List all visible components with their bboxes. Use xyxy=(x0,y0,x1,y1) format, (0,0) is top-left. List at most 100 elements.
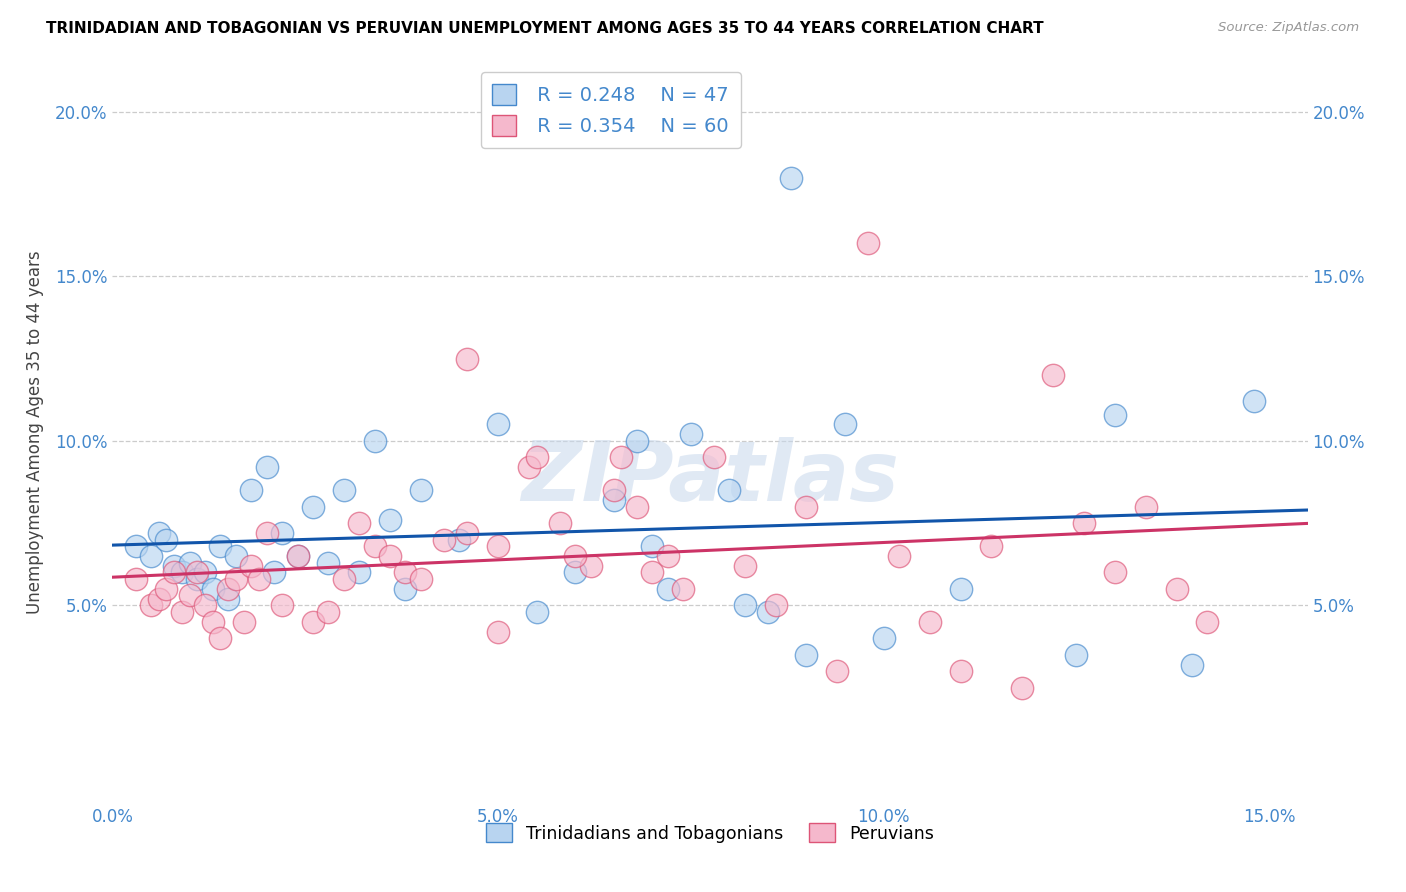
Point xyxy=(247,572,270,586)
Point xyxy=(124,539,146,553)
Point xyxy=(517,460,540,475)
Legend: Trinidadians and Tobagonians, Peruvians: Trinidadians and Tobagonians, Peruvians xyxy=(479,816,941,850)
Point xyxy=(186,566,208,580)
Point xyxy=(163,566,186,580)
Point xyxy=(363,434,385,448)
Point xyxy=(194,599,217,613)
Point xyxy=(139,549,162,563)
Point xyxy=(318,605,340,619)
Point xyxy=(409,483,432,498)
Point xyxy=(201,615,224,629)
Text: Source: ZipAtlas.com: Source: ZipAtlas.com xyxy=(1219,21,1360,34)
Point xyxy=(179,589,201,603)
Point xyxy=(209,632,232,646)
Point xyxy=(433,533,456,547)
Point xyxy=(256,526,278,541)
Point xyxy=(263,566,285,580)
Text: TRINIDADIAN AND TOBAGONIAN VS PERUVIAN UNEMPLOYMENT AMONG AGES 35 TO 44 YEARS CO: TRINIDADIAN AND TOBAGONIAN VS PERUVIAN U… xyxy=(46,21,1045,36)
Point xyxy=(679,427,702,442)
Point xyxy=(170,605,193,619)
Point xyxy=(271,599,294,613)
Point xyxy=(657,582,679,596)
Point xyxy=(409,572,432,586)
Point xyxy=(641,566,664,580)
Point xyxy=(139,599,162,613)
Point xyxy=(378,549,401,563)
Point xyxy=(548,516,571,530)
Point xyxy=(765,599,787,613)
Point xyxy=(486,539,509,553)
Point xyxy=(657,549,679,563)
Point xyxy=(1104,408,1126,422)
Text: ZIPatlas: ZIPatlas xyxy=(522,436,898,517)
Point xyxy=(456,351,478,366)
Point xyxy=(796,500,818,514)
Point xyxy=(1243,394,1265,409)
Point xyxy=(564,566,586,580)
Point xyxy=(271,526,294,541)
Point xyxy=(232,615,254,629)
Point xyxy=(179,556,201,570)
Point xyxy=(302,500,325,514)
Point xyxy=(394,582,416,596)
Point xyxy=(672,582,695,596)
Point xyxy=(796,648,818,662)
Point xyxy=(1104,566,1126,580)
Point xyxy=(225,572,247,586)
Point xyxy=(602,483,624,498)
Point xyxy=(1197,615,1219,629)
Point xyxy=(1073,516,1095,530)
Point xyxy=(579,558,602,573)
Point xyxy=(486,624,509,639)
Point xyxy=(240,483,263,498)
Point xyxy=(1042,368,1064,382)
Point xyxy=(1166,582,1188,596)
Point xyxy=(201,582,224,596)
Point xyxy=(287,549,309,563)
Point xyxy=(155,582,177,596)
Point xyxy=(626,500,648,514)
Point xyxy=(734,558,756,573)
Point xyxy=(1135,500,1157,514)
Point xyxy=(980,539,1002,553)
Point xyxy=(703,450,725,465)
Point xyxy=(526,450,548,465)
Point xyxy=(610,450,633,465)
Point xyxy=(734,599,756,613)
Point xyxy=(834,417,856,432)
Point xyxy=(194,566,217,580)
Point xyxy=(217,591,239,606)
Point xyxy=(949,582,972,596)
Point xyxy=(1064,648,1087,662)
Point xyxy=(378,513,401,527)
Point xyxy=(333,572,356,586)
Point xyxy=(302,615,325,629)
Point xyxy=(856,236,879,251)
Point xyxy=(148,591,170,606)
Point xyxy=(186,572,208,586)
Point xyxy=(780,170,803,185)
Point xyxy=(163,558,186,573)
Point xyxy=(756,605,779,619)
Point xyxy=(641,539,664,553)
Point xyxy=(718,483,741,498)
Point xyxy=(347,566,370,580)
Point xyxy=(949,664,972,678)
Point xyxy=(217,582,239,596)
Point xyxy=(626,434,648,448)
Point xyxy=(363,539,385,553)
Point xyxy=(170,566,193,580)
Point xyxy=(887,549,910,563)
Point xyxy=(602,493,624,508)
Point xyxy=(449,533,471,547)
Y-axis label: Unemployment Among Ages 35 to 44 years: Unemployment Among Ages 35 to 44 years xyxy=(25,251,44,615)
Point xyxy=(1011,681,1033,695)
Point xyxy=(1181,657,1204,672)
Point xyxy=(872,632,894,646)
Point xyxy=(486,417,509,432)
Point xyxy=(287,549,309,563)
Point xyxy=(825,664,848,678)
Point xyxy=(394,566,416,580)
Point xyxy=(918,615,941,629)
Point xyxy=(209,539,232,553)
